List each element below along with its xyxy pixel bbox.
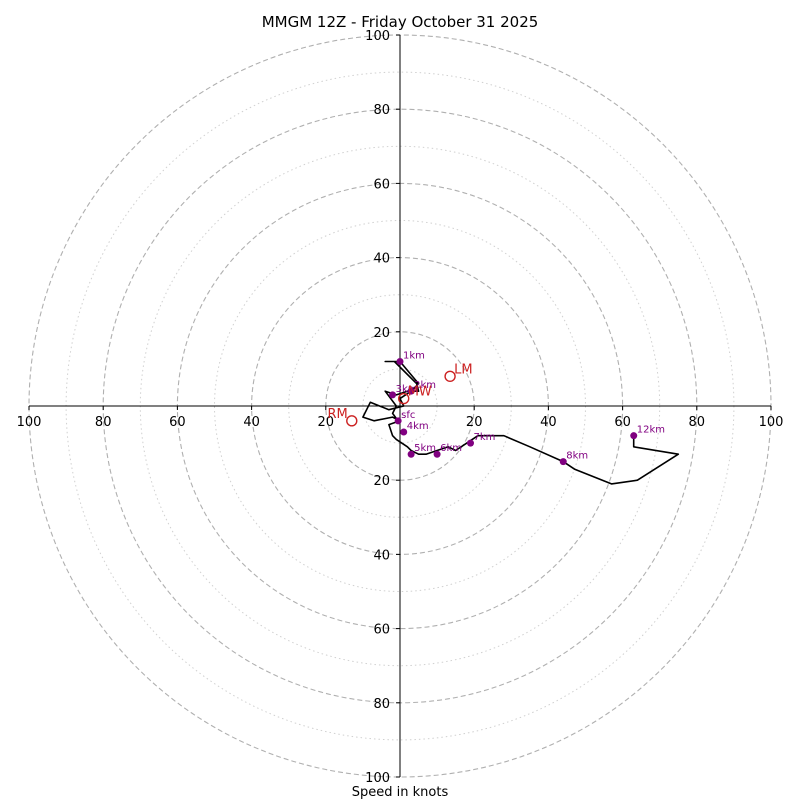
x-tick-label: 60 bbox=[169, 415, 186, 430]
x-axis-label: Speed in knots bbox=[352, 785, 449, 800]
height-dot-6km bbox=[433, 450, 441, 458]
x-tick-label: 20 bbox=[318, 415, 335, 430]
height-label-3km: 3km bbox=[396, 384, 418, 395]
x-tick-label: 40 bbox=[540, 415, 557, 430]
x-tick-label: 40 bbox=[243, 415, 260, 430]
height-dot-4km bbox=[400, 428, 408, 436]
height-label-sfc: sfc bbox=[401, 410, 415, 421]
height-dot-2km bbox=[407, 387, 415, 395]
height-label-7km: 7km bbox=[473, 432, 495, 443]
y-tick-label: 60 bbox=[373, 623, 390, 638]
storm-motion-markers: LM RM MW bbox=[328, 362, 473, 427]
motion-marker-mw bbox=[398, 392, 410, 405]
motion-marker-lm bbox=[444, 370, 456, 383]
x-tick-label: 80 bbox=[95, 415, 112, 430]
hodograph-trace bbox=[362, 360, 680, 485]
tick-labels: 100 80 60 40 20 20 40 60 80 100 20 40 60 80 100 20 40 60 8… bbox=[17, 29, 784, 786]
axes bbox=[29, 35, 771, 777]
x-tick-label: 80 bbox=[689, 415, 706, 430]
height-label-12km: 12km bbox=[637, 425, 665, 436]
height-dot-5km bbox=[407, 450, 415, 458]
height-dot-7km bbox=[466, 439, 474, 447]
height-label-5km: 5km bbox=[414, 443, 436, 454]
motion-label-lm: LM bbox=[454, 362, 472, 377]
height-label-6km: 6km bbox=[440, 443, 462, 454]
y-tick-label: 80 bbox=[373, 697, 390, 712]
height-dot-1km bbox=[396, 357, 404, 365]
y-tick-label: 20 bbox=[373, 474, 390, 489]
y-tick-label: 40 bbox=[373, 252, 390, 267]
height-label-1km: 1km bbox=[403, 350, 425, 361]
height-dot-12km bbox=[630, 432, 638, 440]
y-tick-label: 100 bbox=[365, 29, 390, 44]
height-label-8km: 8km bbox=[566, 451, 588, 462]
y-tick-label: 80 bbox=[373, 103, 390, 118]
height-label-4km: 4km bbox=[407, 421, 429, 432]
y-tick-label: 20 bbox=[373, 326, 390, 341]
height-label-2km: 2km bbox=[414, 380, 436, 391]
x-tick-label: 60 bbox=[614, 415, 631, 430]
motion-label-rm: RM bbox=[328, 407, 348, 422]
x-tick-label: 100 bbox=[759, 415, 784, 430]
height-dot-3km bbox=[389, 391, 397, 399]
height-dot-8km bbox=[559, 458, 567, 466]
motion-label-mw: MW bbox=[408, 385, 432, 400]
y-tick-label: 60 bbox=[373, 177, 390, 192]
chart-title: MMGM 12Z - Friday October 31 2025 bbox=[262, 13, 539, 31]
height-dot-sfc bbox=[394, 417, 402, 425]
motion-marker-rm bbox=[346, 415, 358, 427]
y-tick-label: 100 bbox=[365, 771, 390, 786]
x-tick-label: 100 bbox=[17, 415, 42, 430]
wind-trace-line bbox=[362, 360, 680, 485]
x-tick-label: 20 bbox=[466, 415, 483, 430]
y-tick-label: 40 bbox=[373, 548, 390, 563]
